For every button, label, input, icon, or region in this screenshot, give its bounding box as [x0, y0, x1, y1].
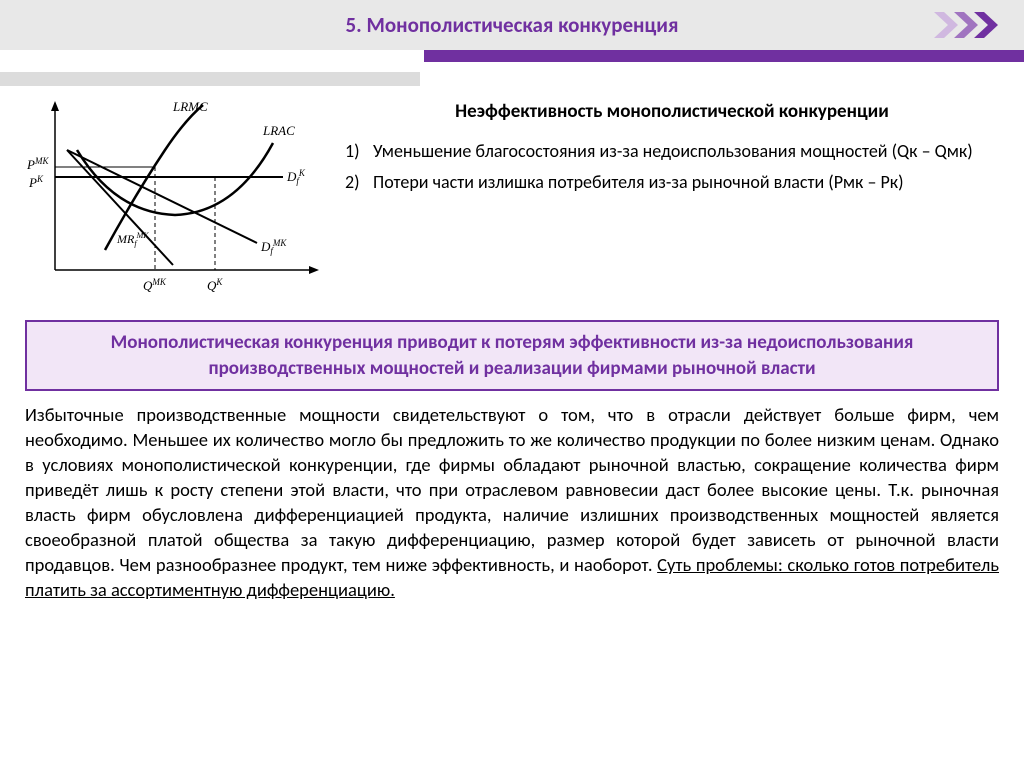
highlight-box: Монополистическая конкуренция приводит к…: [25, 320, 999, 391]
list-item: 2) Потери части излишка потребителя из-з…: [345, 169, 999, 196]
list-number: 2): [345, 169, 373, 196]
numbered-list: 1) Уменьшение благосостояния из-за недои…: [345, 138, 999, 196]
list-text: Потери части излишка потребителя из-за р…: [373, 169, 999, 196]
list-item: 1) Уменьшение благосостояния из-за недои…: [345, 138, 999, 165]
label-qk: QК: [207, 277, 223, 293]
section-subtitle: Неэффективность монополистической конкур…: [345, 100, 999, 123]
highlight-text: Монополистическая конкуренция приводит к…: [47, 330, 977, 381]
list-text: Уменьшение благосостояния из-за недоиспо…: [373, 138, 999, 165]
label-dfmk: DfMK: [260, 238, 287, 256]
label-dfk: DfK: [286, 168, 306, 186]
chevron-decoration: [934, 12, 1004, 43]
label-pk: PК: [28, 174, 44, 190]
body-main: Избыточные производственные мощности сви…: [25, 403, 999, 576]
content-area: LRMC LRAC DfK DfMK MRfMK PМК PК QМК QК Н…: [25, 95, 999, 603]
right-text-block: Неэффективность монополистической конкур…: [345, 95, 999, 305]
label-pmk: PМК: [26, 156, 49, 172]
label-lrac: LRAC: [262, 123, 295, 138]
accent-bar: [424, 50, 1024, 62]
list-number: 1): [345, 138, 373, 165]
top-section: LRMC LRAC DfK DfMK MRfMK PМК PК QМК QК Н…: [25, 95, 999, 305]
page-title: 5. Монополистическая конкуренция: [346, 12, 679, 38]
body-paragraph: Избыточные производственные мощности сви…: [25, 403, 999, 603]
header-bar: 5. Монополистическая конкуренция: [0, 0, 1024, 50]
economics-chart: LRMC LRAC DfK DfMK MRfMK PМК PК QМК QК: [25, 95, 325, 305]
label-lrmc: LRMC: [172, 99, 208, 114]
label-mrfmk: MRfMK: [116, 231, 149, 248]
secondary-bar: [0, 72, 420, 86]
label-qmk: QМК: [143, 277, 167, 293]
